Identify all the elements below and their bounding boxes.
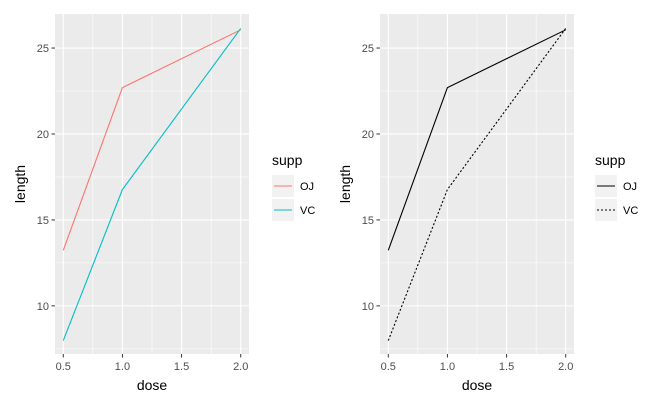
x-tick-label: 2.0 bbox=[233, 361, 248, 373]
x-tick-label: 1.0 bbox=[115, 361, 130, 373]
series-line-oj bbox=[387, 29, 566, 251]
series-line-vc bbox=[62, 28, 242, 341]
y-tick-label: 15 bbox=[362, 215, 374, 227]
x-tick-label: 1.5 bbox=[499, 361, 514, 373]
legend: supp OJ VC bbox=[595, 152, 638, 221]
y-tick-label: 10 bbox=[37, 301, 49, 313]
x-tick-label: 1.5 bbox=[174, 361, 189, 373]
legend-label-vc: VC bbox=[300, 205, 315, 217]
legend-label-oj: OJ bbox=[300, 181, 314, 193]
y-axis-title: length bbox=[337, 165, 353, 203]
y-tick-label: 20 bbox=[362, 129, 374, 141]
legend-label-oj: OJ bbox=[623, 181, 637, 193]
legend-label-vc: VC bbox=[623, 205, 638, 217]
series-line-oj bbox=[62, 29, 241, 251]
y-tick-label: 10 bbox=[362, 301, 374, 313]
y-tick-label: 20 bbox=[37, 129, 49, 141]
left-plot-panel: 0.5 1.0 1.5 2.0 10 15 20 25 dose length supp OJ VC bbox=[12, 14, 315, 393]
y-axis-title: length bbox=[12, 165, 28, 203]
y-tick-label: 15 bbox=[37, 215, 49, 227]
x-axis-title: dose bbox=[462, 377, 493, 393]
x-tick-label: 0.5 bbox=[381, 361, 396, 373]
legend-title: supp bbox=[272, 152, 303, 168]
x-axis-title: dose bbox=[137, 377, 168, 393]
x-tick-label: 2.0 bbox=[558, 361, 573, 373]
y-tick-label: 25 bbox=[37, 43, 49, 55]
legend: supp OJ VC bbox=[272, 152, 315, 221]
right-plot-panel: 0.5 1.0 1.5 2.0 10 15 20 25 dose length supp OJ VC bbox=[337, 14, 638, 393]
y-tick-label: 25 bbox=[362, 43, 374, 55]
legend-title: supp bbox=[595, 152, 626, 168]
x-tick-label: 0.5 bbox=[56, 361, 71, 373]
x-tick-label: 1.0 bbox=[440, 361, 455, 373]
